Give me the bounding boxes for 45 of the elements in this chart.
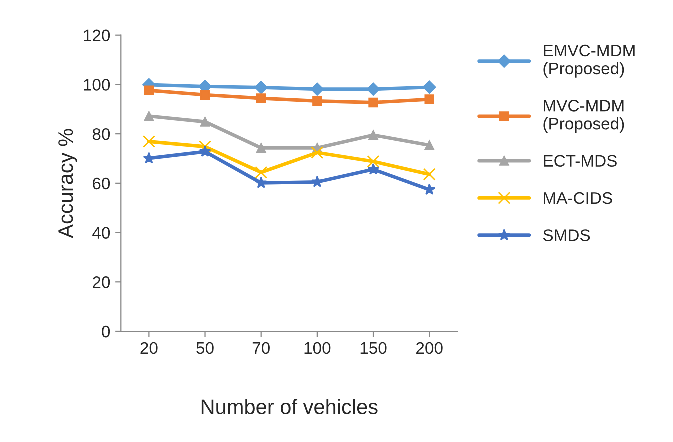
y-tick-label: 20 (93, 276, 110, 288)
point (200, 90, 210, 100)
legend-label: MA-CIDS (544, 192, 612, 204)
point (424, 94, 434, 104)
point (311, 146, 324, 160)
point (256, 143, 266, 153)
legend-label: SMDS (543, 230, 590, 242)
point (310, 82, 324, 96)
point (200, 117, 210, 127)
y-tick-label: 80 (92, 128, 110, 140)
point (255, 176, 268, 188)
x-tick-label: 70 (252, 342, 270, 354)
legend-label: MVC-MDM (Proposed) (544, 100, 624, 134)
point (254, 81, 268, 94)
point (144, 86, 154, 96)
y-tick-label: 60 (93, 178, 110, 190)
point (199, 140, 212, 154)
point (199, 146, 212, 158)
point (368, 98, 378, 108)
point (423, 80, 436, 94)
point (255, 166, 268, 179)
point (368, 130, 378, 140)
x-tick-label: 100 (304, 342, 331, 354)
point (424, 140, 434, 150)
point (423, 168, 436, 181)
y-tick-label: 0 (102, 326, 110, 338)
point (367, 155, 380, 168)
x-axis-title: Number of vehicles (202, 399, 378, 414)
point (143, 152, 156, 164)
point (312, 96, 322, 106)
y-tick-label: 100 (84, 79, 110, 91)
x-tick-label: 50 (196, 342, 214, 354)
legend-label: ECT-MDS (544, 155, 617, 167)
point (142, 135, 156, 148)
y-tick-label: 40 (92, 227, 110, 239)
y-tick-label: 120 (84, 30, 110, 42)
x-tick-label: 20 (140, 342, 158, 354)
x-tick-label: 150 (360, 342, 387, 354)
point (144, 111, 154, 122)
point (366, 82, 380, 96)
y-axis-title: Accuracy % (58, 129, 78, 238)
legend-label: EMVC-MDM (Proposed) (544, 44, 635, 78)
x-tick-label: 200 (416, 342, 443, 354)
point (368, 163, 380, 175)
point (256, 94, 266, 104)
